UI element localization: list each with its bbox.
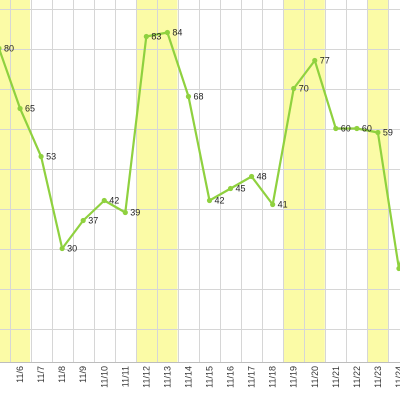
data-label: 65 <box>25 104 35 114</box>
gridlines <box>0 0 400 363</box>
data-label: 39 <box>130 208 140 218</box>
data-point <box>206 197 213 204</box>
data-point <box>59 245 65 252</box>
data-point <box>270 201 276 208</box>
data-point <box>80 217 86 224</box>
x-tick-label: 11/15 <box>205 366 215 388</box>
x-tick-label: 11/14 <box>183 366 193 388</box>
data-point <box>101 197 107 204</box>
x-tick-label: 11/23 <box>373 366 383 388</box>
data-point <box>227 185 234 192</box>
data-point <box>38 153 44 160</box>
data-label: 60 <box>341 124 351 134</box>
series-points <box>0 29 400 272</box>
x-tick-label: 11/22 <box>352 366 362 388</box>
data-label: 84 <box>172 28 182 38</box>
data-point <box>185 93 192 100</box>
x-tick-label: 11/16 <box>226 366 236 388</box>
data-label: 48 <box>257 172 267 182</box>
x-tick-label: 11/10 <box>99 366 109 388</box>
data-label: 53 <box>46 152 56 162</box>
data-point <box>164 29 170 36</box>
x-axis-ticks: 11/6 11/7 11/8 11/9 11/10 11/11 11/12 11/13 11/1… <box>15 366 400 388</box>
data-point <box>17 105 23 112</box>
highlight-band <box>0 0 31 362</box>
data-label: 41 <box>278 200 288 210</box>
data-point <box>143 33 149 40</box>
x-tick-label: 11/24 <box>394 366 400 388</box>
data-label: 30 <box>67 244 77 254</box>
data-point <box>291 85 297 92</box>
x-tick-label: 11/20 <box>310 366 320 388</box>
highlight-band <box>367 0 388 362</box>
data-point <box>375 129 381 136</box>
x-tick-label: 11/17 <box>247 366 257 388</box>
data-label: 77 <box>320 56 330 66</box>
x-tick-label: 11/13 <box>162 366 172 388</box>
data-point <box>396 265 400 272</box>
data-point <box>122 209 128 216</box>
data-label: 60 <box>362 124 372 134</box>
x-tick-label: 11/11 <box>120 366 130 387</box>
data-point <box>249 173 255 180</box>
x-tick-label: 11/8 <box>57 366 67 383</box>
data-point <box>333 125 339 132</box>
data-label: 45 <box>236 184 246 194</box>
x-tick-label: 11/6 <box>15 366 25 383</box>
data-label: 42 <box>109 196 119 206</box>
x-tick-label: 11/21 <box>331 366 341 388</box>
data-point <box>0 46 2 51</box>
data-point <box>354 125 360 132</box>
data-label: 83 <box>151 32 161 42</box>
data-label: 70 <box>299 84 309 94</box>
data-label: 80 <box>4 44 14 54</box>
highlight-bands <box>0 0 388 362</box>
x-tick-label: 11/7 <box>36 366 46 383</box>
x-tick-label: 11/18 <box>268 366 278 388</box>
data-label: 42 <box>215 196 225 206</box>
x-tick-label: 11/9 <box>78 366 88 383</box>
data-label: 37 <box>88 216 98 226</box>
data-labels: 80 65 53 30 37 42 39 83 84 68 42 45 48 41 70 77 60 60 59 <box>4 28 393 254</box>
highlight-band <box>136 0 178 362</box>
x-tick-label: 11/12 <box>141 366 151 388</box>
data-label: 59 <box>383 128 393 138</box>
x-tick-label: 11/19 <box>289 366 299 388</box>
data-point <box>312 57 318 64</box>
data-label: 68 <box>193 92 203 102</box>
